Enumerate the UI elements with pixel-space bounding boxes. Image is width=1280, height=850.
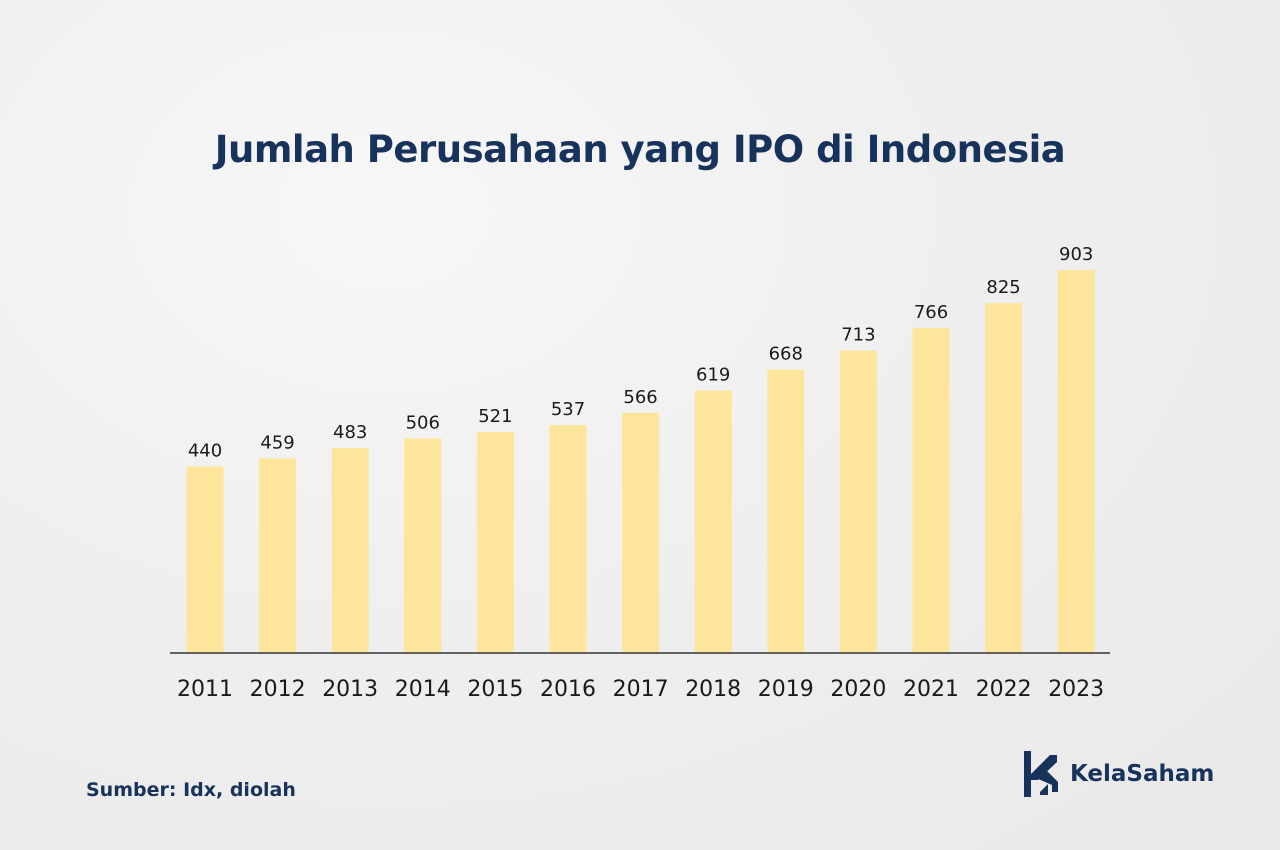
x-tick-label-2023: 2023: [1048, 677, 1104, 702]
value-label-2020: 713: [841, 325, 875, 346]
x-tick-label-2014: 2014: [395, 677, 451, 702]
bar-2022: [985, 303, 1023, 653]
bar-2020: [839, 350, 877, 653]
bar-2021: [912, 328, 950, 653]
brand-logo: KelaSaham: [1022, 748, 1214, 800]
brand-name: KelaSaham: [1070, 761, 1215, 787]
bar-2012: [259, 458, 297, 653]
value-label-2022: 825: [986, 277, 1020, 298]
value-label-2014: 506: [406, 412, 440, 433]
x-tick-label-2011: 2011: [177, 677, 233, 702]
bar-2023: [1057, 270, 1095, 653]
value-label-2015: 521: [478, 406, 512, 427]
value-label-2013: 483: [333, 422, 367, 443]
x-tick-label-2022: 2022: [976, 677, 1032, 702]
x-tick-label-2017: 2017: [613, 677, 669, 702]
source-note: Sumber: Idx, diolah: [86, 779, 296, 801]
x-tick-label-2018: 2018: [685, 677, 741, 702]
bar-2013: [331, 448, 369, 653]
value-label-2012: 459: [260, 432, 294, 453]
value-label-2016: 537: [551, 399, 585, 420]
x-tick-label-2020: 2020: [830, 677, 886, 702]
value-label-2011: 440: [188, 440, 222, 461]
bar-2011: [186, 466, 224, 653]
bar-2019: [767, 369, 805, 653]
bar-2017: [622, 412, 660, 653]
value-label-2019: 668: [769, 344, 803, 365]
x-tick-label-2016: 2016: [540, 677, 596, 702]
bar-2016: [549, 425, 587, 653]
x-tick-label-2019: 2019: [758, 677, 814, 702]
x-tick-label-2012: 2012: [250, 677, 306, 702]
x-tick-label-2021: 2021: [903, 677, 959, 702]
bar-2014: [404, 438, 442, 653]
value-label-2021: 766: [914, 302, 948, 323]
value-label-2023: 903: [1059, 244, 1093, 265]
value-label-2017: 566: [623, 387, 657, 408]
bar-2015: [476, 432, 514, 653]
bar-2018: [694, 390, 732, 653]
x-tick-label-2015: 2015: [467, 677, 523, 702]
chart-title: Jumlah Perusahaan yang IPO di Indonesia: [214, 128, 1066, 171]
x-tick-label-2013: 2013: [322, 677, 378, 702]
value-label-2018: 619: [696, 365, 730, 386]
kelasaham-logo-icon: [1024, 751, 1058, 797]
